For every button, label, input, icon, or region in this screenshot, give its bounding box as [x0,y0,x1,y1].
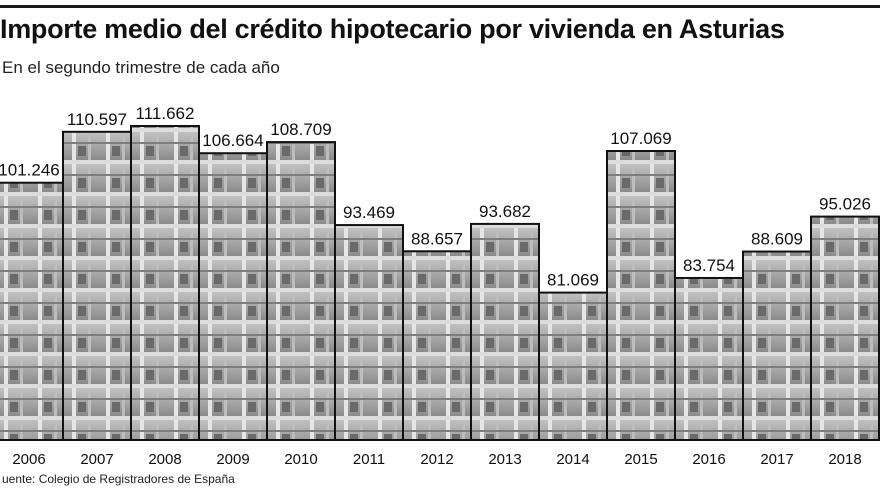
bar-2010 [266,141,336,442]
value-label-2010: 108.709 [270,120,331,139]
bar-2006 [0,181,64,441]
bar-2017 [742,250,812,441]
chart-title: Importe medio del crédito hipotecario po… [0,14,785,44]
year-label-2011: 2011 [353,451,385,468]
year-label-2008: 2008 [148,451,181,468]
value-label-2014: 81.069 [547,271,599,290]
value-label-2018: 95.026 [819,195,871,214]
year-label-2009: 2009 [216,451,249,468]
bar-2007 [62,130,132,441]
value-label-2011: 93.469 [343,203,395,222]
bar-2011 [334,224,404,441]
year-label-2015: 2015 [624,451,657,468]
year-label-2016: 2016 [692,451,725,468]
bar-2016 [674,276,744,441]
year-label-2013: 2013 [488,451,521,468]
year-label-2017: 2017 [760,451,793,468]
value-label-2012: 88.657 [411,229,463,248]
year-label-2006: 2006 [12,451,45,468]
value-label-2015: 107.069 [610,129,671,148]
value-label-2009: 106.664 [202,131,263,150]
chart-subtitle: En el segundo trimestre de cada año [2,58,280,77]
bar-2012 [402,250,472,441]
bar-2014 [538,291,608,442]
year-label-2014: 2014 [556,451,589,468]
value-label-2007: 110.597 [67,110,127,129]
year-label-2007: 2007 [80,451,113,468]
bar-2018 [810,215,880,441]
source-note: uente: Colegio de Registradores de Españ… [2,472,235,486]
value-label-2017: 88.609 [751,230,803,249]
year-label-2012: 2012 [420,451,453,468]
value-label-2006: 101.246 [0,161,60,180]
year-label-2010: 2010 [284,451,317,468]
top-rule [0,5,880,8]
bar-2008 [130,125,200,441]
bar-2015 [606,150,676,441]
value-label-2016: 83.754 [683,256,735,275]
bar-2013 [470,222,540,441]
year-label-2018: 2018 [828,451,861,468]
value-label-2013: 93.682 [479,202,531,221]
bar-2009 [198,152,268,442]
value-label-2008: 111.662 [136,104,195,123]
